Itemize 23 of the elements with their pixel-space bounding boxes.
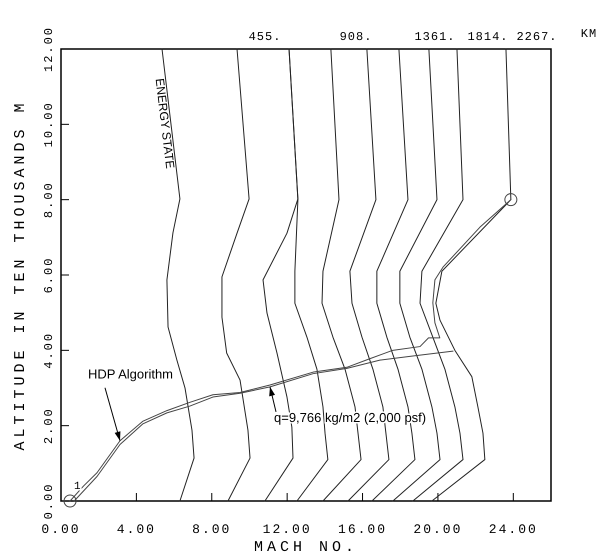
text: 908.	[340, 30, 372, 44]
y-tick-label: 8.00	[42, 181, 56, 218]
x-tick-label: 4.00	[116, 522, 156, 537]
y-tick-label: 6.00	[42, 256, 56, 294]
text: 2267.	[516, 30, 558, 44]
y-tick-label: 4.00	[42, 332, 56, 369]
y-tick-label: 2.00	[42, 407, 56, 444]
x-axis-title: MACH NO.	[254, 539, 358, 554]
x-tick-label: 24.00	[488, 522, 538, 537]
text: 1814.	[467, 30, 509, 44]
x-tick-label: 16.00	[338, 522, 388, 537]
annotation: HDP Algorithm	[88, 366, 174, 382]
x-tick-label: 12.00	[262, 522, 312, 537]
annotation: 1	[74, 481, 82, 493]
text: 455.	[248, 30, 282, 44]
text: 1361.	[414, 30, 456, 44]
y-tick-label: 12.00	[42, 26, 56, 72]
x-tick-label: 8.00	[192, 522, 232, 537]
y-tick-label: 10.00	[42, 101, 56, 148]
y-axis-title: ALTITUDE IN TEN THOUSANDS M	[12, 99, 29, 451]
x-tick-label: 20.00	[413, 522, 462, 537]
text: KM	[580, 27, 598, 41]
text: ENERGY STATE	[152, 78, 178, 170]
